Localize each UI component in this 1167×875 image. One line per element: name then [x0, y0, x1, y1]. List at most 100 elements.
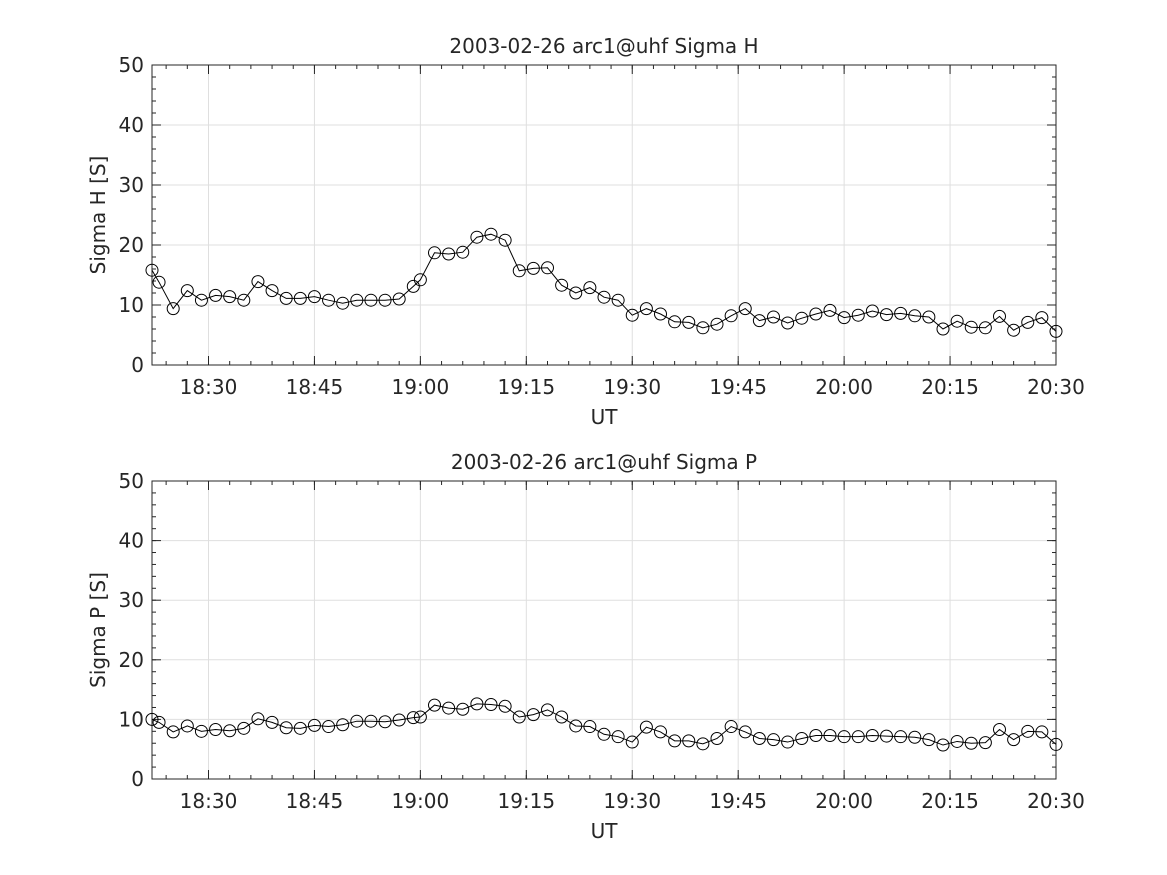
data-point [668, 315, 682, 329]
data-point [597, 727, 611, 741]
x-tick-label: 19:15 [497, 789, 555, 813]
data-point [251, 712, 265, 726]
data-point [950, 734, 964, 748]
plot-area [152, 481, 1056, 779]
data-point [209, 288, 223, 302]
data-point [569, 719, 583, 733]
y-tick-label: 20 [119, 648, 144, 672]
data-point [526, 261, 540, 275]
data-point [484, 698, 498, 711]
data-point [696, 737, 710, 751]
data-point [767, 733, 780, 747]
data-point [484, 227, 498, 241]
x-axis-label: UT [591, 819, 619, 843]
y-tick-label: 30 [119, 588, 144, 612]
data-point [378, 715, 392, 729]
data-point [851, 730, 865, 744]
data-point [336, 718, 350, 732]
x-axis-label: UT [591, 405, 619, 429]
data-point [795, 731, 809, 745]
data-point [350, 714, 364, 728]
data-point [922, 733, 936, 747]
data-point [625, 308, 639, 322]
y-axis-label: Sigma H [S] [86, 156, 110, 275]
data-point [251, 275, 265, 289]
data-point [1049, 737, 1063, 751]
data-point [738, 725, 752, 739]
data-point [194, 293, 208, 307]
data-point [668, 734, 682, 748]
data-point [498, 233, 512, 247]
data-point [964, 320, 978, 334]
chart-panel-1: 18:30 18:45 19:00 19:15 19:30 19:45 20:00 20:15… [86, 34, 1085, 429]
data-point [293, 291, 307, 305]
data-point [442, 701, 456, 715]
data-point [555, 710, 569, 724]
x-tick-label: 20:00 [815, 789, 873, 813]
data-point [350, 293, 364, 307]
data-point [978, 736, 992, 750]
data-point [936, 738, 950, 752]
data-point [625, 735, 639, 749]
data-point [964, 736, 978, 750]
data-point [470, 230, 484, 244]
data-point [597, 290, 611, 304]
data-point [823, 728, 837, 742]
data-point [364, 714, 378, 728]
data-point [180, 719, 194, 733]
data-point [470, 697, 484, 711]
x-tick-label: 19:30 [603, 375, 661, 399]
x-tick-label: 18:30 [180, 789, 238, 813]
data-point [950, 314, 964, 328]
x-tick-label: 19:00 [392, 789, 450, 813]
chart-title: 2003-02-26 arc1@uhf Sigma H [449, 34, 758, 58]
data-point [265, 284, 279, 298]
y-tick-label: 20 [119, 233, 144, 257]
data-point [710, 731, 724, 745]
data-point [364, 293, 378, 307]
data-point [498, 699, 512, 713]
data-point [145, 712, 159, 726]
data-point [1021, 724, 1035, 738]
data-point [456, 702, 470, 716]
data-point [413, 710, 427, 724]
y-tick-label: 40 [119, 113, 144, 137]
data-point [880, 308, 893, 322]
data-point [908, 309, 922, 323]
chart-title: 2003-02-26 arc1@uhf Sigma P [451, 450, 757, 474]
data-point [837, 311, 851, 325]
data-point [682, 315, 696, 329]
axes-box [151, 64, 1057, 366]
x-tick-label: 20:30 [1027, 375, 1085, 399]
data-point [392, 713, 406, 727]
data-point [1021, 315, 1035, 329]
y-tick-label: 30 [119, 173, 144, 197]
axes-box [151, 480, 1057, 780]
plot-area [152, 65, 1056, 365]
x-tick-label: 20:00 [815, 375, 873, 399]
data-point [569, 286, 583, 300]
data-point [611, 293, 625, 307]
y-axis-label: Sigma P [S] [86, 572, 110, 688]
data-point [512, 710, 526, 724]
y-tick-label: 0 [131, 767, 144, 791]
data-point [428, 246, 441, 260]
data-point [194, 724, 208, 738]
series-line [151, 233, 1057, 332]
data-point [392, 292, 406, 306]
data-point [406, 279, 420, 293]
y-tick-label: 50 [119, 53, 144, 77]
data-point [1049, 324, 1063, 338]
data-point [696, 321, 710, 335]
data-point [413, 273, 427, 287]
data-point [752, 314, 766, 328]
y-tick-label: 10 [119, 707, 144, 731]
data-point [209, 723, 223, 737]
data-point [237, 293, 251, 307]
data-point [378, 293, 392, 307]
data-point [781, 316, 795, 330]
data-point [880, 729, 893, 743]
x-tick-label: 19:00 [392, 375, 450, 399]
x-tick-label: 19:15 [497, 375, 555, 399]
data-point [583, 720, 597, 734]
